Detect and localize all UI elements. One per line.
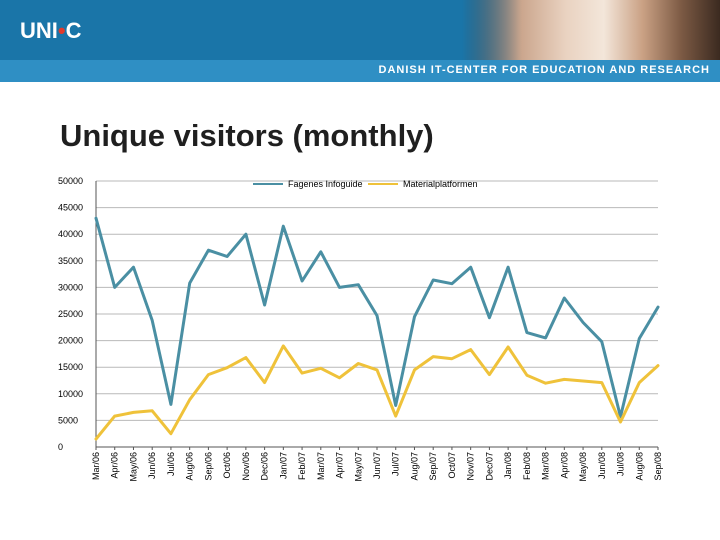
logo-dot: •	[57, 18, 66, 43]
x-tick-label-22: Jan/08	[503, 452, 513, 479]
y-tick-label-45000: 45000	[58, 203, 83, 213]
x-tick-label-4: Jul/06	[166, 452, 176, 476]
x-tick-label-11: Feb/07	[297, 452, 307, 480]
header-photo	[462, 0, 720, 60]
x-tick-label-26: May/08	[578, 452, 588, 482]
x-tick-label-8: Nov/06	[241, 452, 251, 481]
x-tick-label-19: Oct/07	[447, 452, 457, 479]
x-tick-label-0: Mar/06	[91, 452, 101, 480]
x-tick-label-13: Apr/07	[335, 452, 345, 479]
y-tick-label-35000: 35000	[58, 256, 83, 266]
tagline-bar	[0, 60, 720, 82]
x-tick-label-16: Jul/07	[391, 452, 401, 476]
x-tick-label-17: Aug/07	[409, 452, 419, 481]
x-tick-label-10: Jan/07	[278, 452, 288, 479]
x-tick-label-9: Dec/06	[260, 452, 270, 481]
y-tick-label-40000: 40000	[58, 229, 83, 239]
legend-label-2: Materialplatformen	[403, 179, 478, 189]
logo-end: C	[65, 18, 82, 43]
x-tick-label-23: Feb/08	[522, 452, 532, 480]
x-tick-label-28: Jul/08	[616, 452, 626, 476]
x-tick-label-24: Mar/08	[541, 452, 551, 480]
y-tick-label-50000: 50000	[58, 176, 83, 186]
x-tick-label-7: Oct/06	[222, 452, 232, 479]
y-tick-label-30000: 30000	[58, 282, 83, 292]
logo-main: UNI	[20, 18, 58, 43]
unic-logo[interactable]: UNI•C	[20, 18, 81, 44]
y-tick-label-5000: 5000	[58, 415, 78, 425]
x-tick-label-1: Apr/06	[110, 452, 120, 479]
y-tick-label-15000: 15000	[58, 362, 83, 372]
x-tick-label-20: Nov/07	[466, 452, 476, 481]
x-tick-label-5: Aug/06	[185, 452, 195, 481]
legend-label-1: Fagenes Infoguide	[288, 179, 363, 189]
y-tick-label-20000: 20000	[58, 336, 83, 346]
x-tick-label-15: Jun/07	[372, 452, 382, 479]
chart-title: Unique visitors (monthly)	[60, 118, 434, 153]
x-tick-label-29: Aug/08	[634, 452, 644, 481]
y-tick-label-10000: 10000	[58, 389, 83, 399]
x-tick-label-6: Sep/06	[203, 452, 213, 481]
series-line-1	[94, 216, 660, 419]
x-tick-label-14: May/07	[353, 452, 363, 482]
x-tick-label-27: Jun/08	[597, 452, 607, 479]
tagline: DANISH IT-CENTER FOR EDUCATION AND RESEA…	[378, 64, 710, 76]
x-tick-label-3: Jun/06	[147, 452, 157, 479]
x-tick-label-30: Sep/08	[653, 452, 663, 481]
x-tick-label-25: Apr/08	[559, 452, 569, 479]
line-chart: 0 5000 10000 15000 20000 25000 30000 35000 40000…	[58, 176, 663, 482]
x-tick-label-21: Dec/07	[484, 452, 494, 481]
x-tick-label-2: May/06	[128, 452, 138, 482]
x-tick-label-12: Mar/07	[316, 452, 326, 480]
y-tick-label-25000: 25000	[58, 309, 83, 319]
series-line-2	[94, 344, 660, 441]
y-tick-label-0: 0	[58, 442, 63, 452]
x-tick-label-18: Sep/07	[428, 452, 438, 481]
